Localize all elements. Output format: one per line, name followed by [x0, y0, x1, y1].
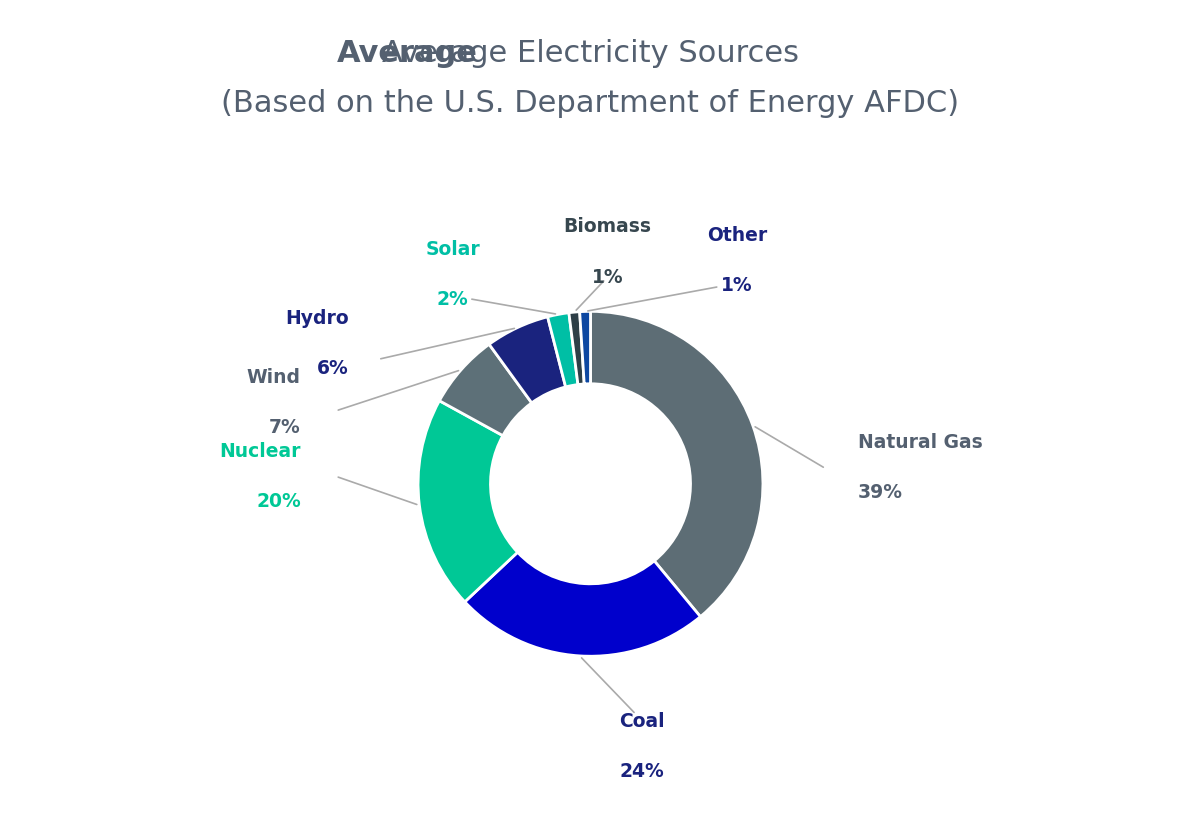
Wedge shape: [590, 312, 763, 617]
Text: 1%: 1%: [592, 267, 624, 286]
Wedge shape: [465, 552, 700, 657]
Text: Natural Gas: Natural Gas: [857, 432, 983, 451]
Wedge shape: [439, 345, 531, 436]
Text: (Based on the U.S. Department of Energy AFDC): (Based on the U.S. Department of Energy …: [222, 89, 959, 118]
Wedge shape: [569, 312, 585, 385]
Text: 7%: 7%: [269, 417, 301, 436]
Text: 24%: 24%: [620, 762, 665, 781]
Text: Average: Average: [337, 40, 478, 68]
Text: Coal: Coal: [619, 711, 665, 730]
Wedge shape: [548, 313, 578, 388]
Text: 2%: 2%: [437, 290, 469, 309]
Text: 1%: 1%: [722, 276, 752, 295]
Wedge shape: [580, 312, 590, 384]
Text: 20%: 20%: [256, 491, 301, 510]
Text: Nuclear: Nuclear: [220, 441, 301, 460]
Text: Average Electricity Sources: Average Electricity Sources: [381, 40, 800, 68]
Text: 6%: 6%: [318, 359, 350, 378]
Text: Hydro: Hydro: [286, 309, 350, 328]
Text: Other: Other: [707, 226, 768, 245]
Text: 39%: 39%: [857, 483, 902, 502]
Wedge shape: [418, 402, 517, 602]
Text: Wind: Wind: [247, 367, 301, 386]
Text: Biomass: Biomass: [563, 217, 652, 236]
Text: Solar: Solar: [425, 239, 479, 258]
Wedge shape: [489, 317, 566, 403]
